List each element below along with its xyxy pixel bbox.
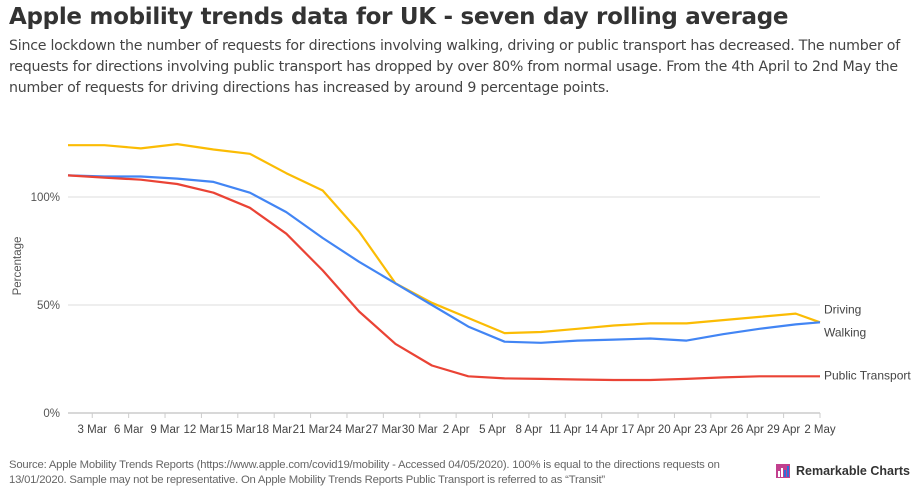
x-tick-label: 20 Apr [658, 424, 691, 436]
brand-logo[interactable]: Remarkable Charts [776, 464, 910, 478]
y-axis-label: Percentage [12, 237, 24, 296]
x-tick-label: 11 Apr [549, 424, 582, 436]
x-tick-label: 3 Mar [78, 424, 108, 436]
x-tick-label: 21 Mar [293, 424, 329, 436]
x-tick-label: 2 May [804, 424, 836, 436]
x-tick-label: 17 Apr [621, 424, 654, 436]
series-lines [67, 143, 821, 382]
y-tick-label: 50% [37, 300, 60, 312]
x-tick-label: 24 Mar [329, 424, 365, 436]
y-axis-ticks: 0% 50% 100% [31, 192, 60, 420]
x-tick-label: 18 Mar [256, 424, 292, 436]
x-tick-label: 12 Mar [184, 424, 220, 436]
x-tick-label: 6 Mar [114, 424, 144, 436]
x-tick-label: 29 Apr [767, 424, 800, 436]
legend-label-driving: Driving [824, 302, 861, 316]
x-axis: 3 Mar 6 Mar 9 Mar 12 Mar 15 Mar 18 Mar 21 Mar 2… [68, 412, 836, 436]
y-tick-label: 100% [31, 192, 60, 204]
x-tick-label: 9 Mar [150, 424, 180, 436]
x-tick-label: 2 Apr [443, 424, 470, 436]
series-line-driving [68, 143, 821, 335]
x-tick-label: 30 Mar [402, 424, 438, 436]
legend-label-walking: Walking [824, 325, 866, 339]
chart-title: Apple mobility trends data for UK - seve… [9, 4, 789, 30]
grid-lines [68, 196, 820, 306]
y-tick-label: 0% [43, 408, 60, 420]
x-tick-label: 23 Apr [694, 424, 727, 436]
series-line-walking [67, 174, 821, 344]
x-tick-label: 8 Apr [515, 424, 542, 436]
source-note: Source: Apple Mobility Trends Reports (h… [9, 459, 720, 486]
chart-subtitle: Since lockdown the number of requests fo… [9, 38, 900, 96]
x-tick-label: 14 Apr [585, 424, 618, 436]
x-tick-label: 15 Mar [220, 424, 256, 436]
x-tick-label: 26 Apr [731, 424, 764, 436]
x-tick-label: 27 Mar [365, 424, 401, 436]
inline-legend: Driving Walking Public Transport [824, 302, 911, 382]
x-tick-label: 5 Apr [479, 424, 506, 436]
brand-name: Remarkable Charts [796, 464, 910, 478]
legend-label-public-transport: Public Transport [824, 368, 911, 382]
series-line-public-transport [67, 174, 820, 382]
bar-chart-logo-icon [776, 464, 790, 478]
line-chart: 0% 50% 100% Percentage 3 Mar 6 Mar 9 Mar 12 M… [12, 143, 911, 436]
